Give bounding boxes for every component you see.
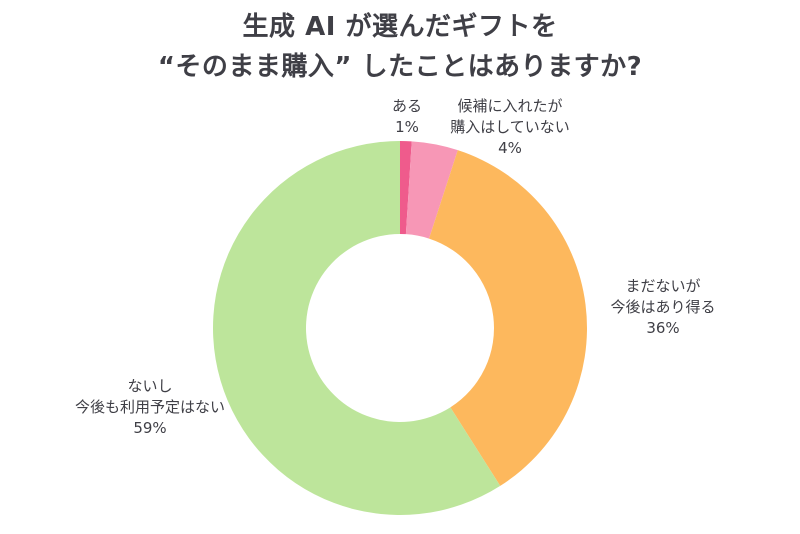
donut-slice-1 xyxy=(405,141,458,239)
slice-label-3-value: 59% xyxy=(133,419,167,437)
slice-label-2-line1: まだないが xyxy=(625,277,701,295)
slice-label-3: ないし 今後も利用予定はない 59% xyxy=(40,376,260,439)
slice-label-3-line2: 今後も利用予定はない xyxy=(74,398,225,416)
slice-label-1-line1: 候補に入れたが xyxy=(457,97,563,115)
slice-label-2: まだないが 今後はあり得る 36% xyxy=(588,276,738,339)
slice-label-2-line2: 今後はあり得る xyxy=(610,298,716,316)
chart-title-line1: 生成 AI が選んだギフトを xyxy=(242,12,558,42)
slice-label-0-value: 1% xyxy=(395,118,419,136)
donut-slice-0 xyxy=(400,141,412,235)
donut-slice-3 xyxy=(213,141,501,515)
chart-title-line2: “そのまま購入” したことはありますか? xyxy=(157,52,643,82)
slice-label-1-value: 4% xyxy=(498,139,522,157)
slice-label-3-line1: ないし xyxy=(127,377,173,395)
donut-slice-2 xyxy=(429,150,587,486)
slice-label-2-value: 36% xyxy=(646,319,680,337)
slice-label-1-line2: 購入はしていない xyxy=(450,118,570,136)
slice-label-0: ある 1% xyxy=(385,96,429,138)
slice-label-0-line1: ある xyxy=(391,97,422,115)
slice-label-1: 候補に入れたが 購入はしていない 4% xyxy=(430,96,590,159)
